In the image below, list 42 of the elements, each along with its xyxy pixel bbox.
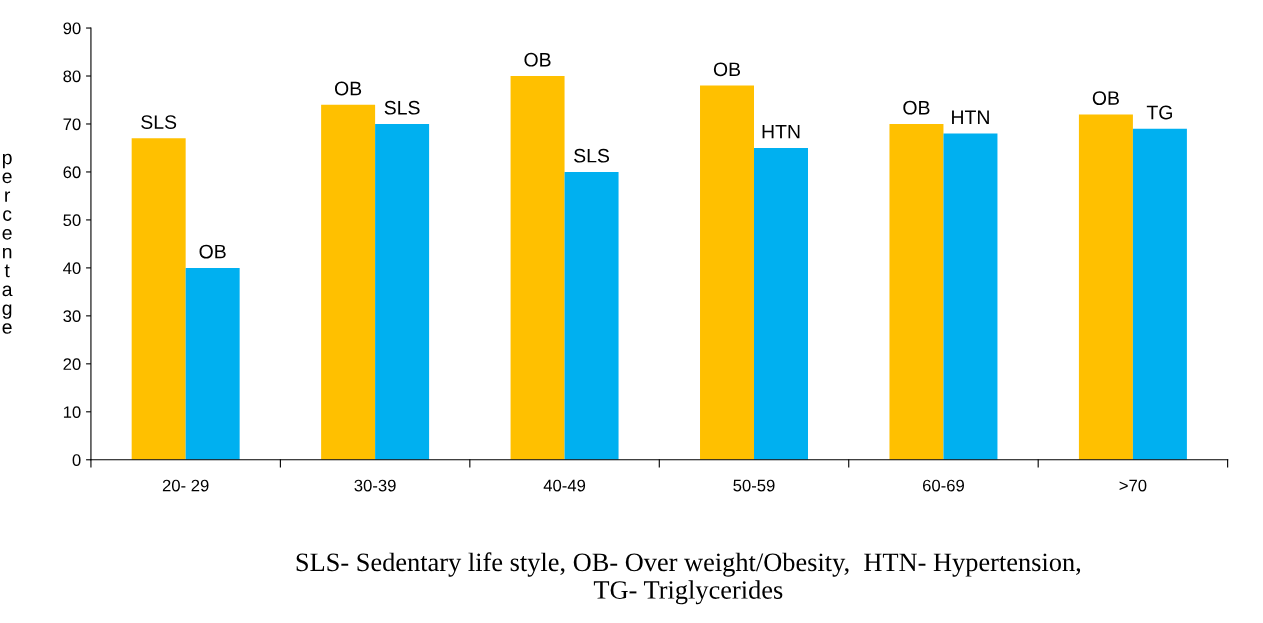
bar (889, 123, 944, 460)
y-tick-label: 90 (63, 22, 81, 35)
y-tick-label: 30 (63, 310, 81, 323)
data-label: OB (199, 244, 226, 259)
data-label: HTN (952, 110, 989, 124)
data-label: OB (713, 62, 741, 77)
x-tick-label: 20- 29 (162, 479, 209, 492)
y-tick-label: 0 (72, 454, 81, 466)
bar (510, 76, 565, 460)
data-label: HTN (762, 125, 800, 139)
bar (754, 147, 808, 460)
y-tick-label: 20 (63, 358, 81, 371)
bar (321, 104, 376, 460)
x-tick-label: 30-39 (354, 479, 396, 492)
data-label: OB (903, 100, 930, 115)
x-tick-label: 40-49 (543, 479, 586, 492)
bar (700, 85, 755, 460)
y-tick-label: 70 (63, 118, 81, 131)
bar (1078, 114, 1133, 460)
text: percentage (2, 153, 13, 334)
x-tick-label: 60-69 (923, 479, 964, 492)
y-tick-label: 60 (63, 166, 81, 179)
bar (131, 138, 186, 460)
text: SLS- Sedentary life style, OB- Over weight/Obesity, HTN- Hypertension, TG- Triglycerides (296, 552, 1081, 605)
bar (564, 171, 619, 460)
data-label: SLS (384, 100, 420, 115)
x-tick-label: >70 (1119, 479, 1147, 492)
data-label: OB (334, 81, 362, 96)
bar (943, 133, 998, 460)
bar (375, 123, 430, 460)
y-tick-label: 10 (63, 406, 81, 419)
y-tick-label: 80 (63, 70, 81, 83)
data-label: TG (1146, 105, 1172, 120)
data-label: OB (1092, 91, 1119, 105)
data-label: SLS (141, 115, 177, 129)
data-label: SLS (574, 148, 610, 163)
y-tick-label: 40 (63, 262, 81, 275)
x-tick-label: 50-59 (733, 479, 775, 492)
y-tick-label: 50 (63, 214, 81, 227)
bar (1132, 128, 1187, 460)
bar (185, 267, 240, 460)
data-label: OB (524, 52, 551, 67)
